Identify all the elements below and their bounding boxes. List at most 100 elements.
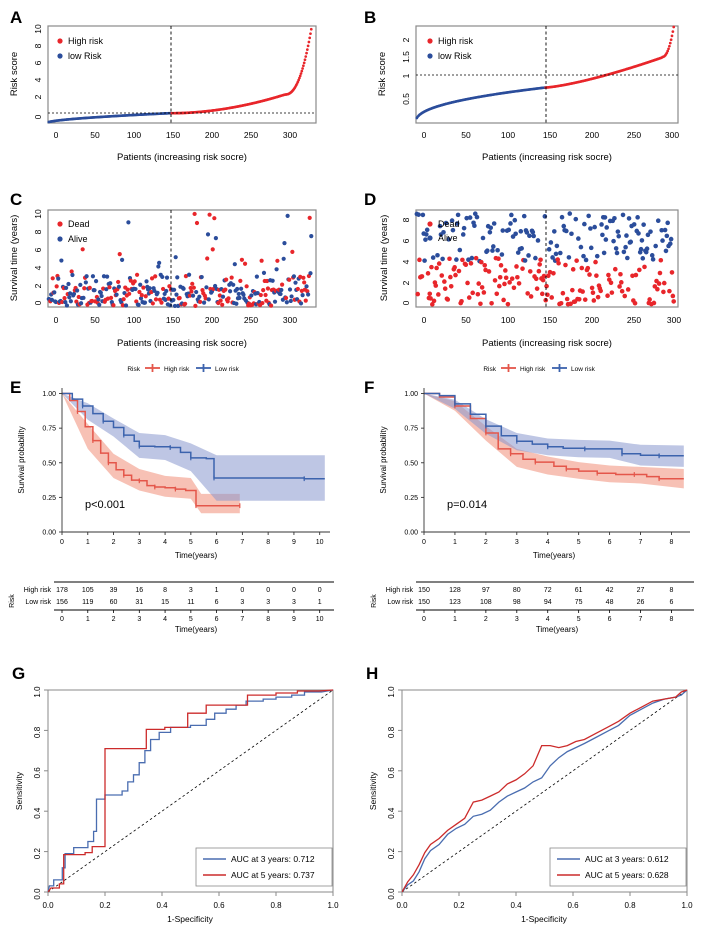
survival-point [186,272,192,277]
x-tick: 200 [585,130,599,140]
x-tick: 1 [453,539,457,546]
panel-label-E: E [10,378,22,397]
survival-point [111,303,116,308]
survival-point [619,280,624,285]
panel-label-B: B [364,8,377,27]
risk-point [308,36,312,40]
survival-point [177,295,182,301]
x-tick: 0.2 [453,901,465,910]
survival-point [665,220,670,226]
panel-A-plot-frame [47,25,317,124]
panel-G-xaxis: 0.0 0.2 0.4 0.6 0.8 1.0 [42,892,339,910]
survival-point [93,278,99,284]
survival-point [291,274,297,279]
risk-table-cell: 6 [669,599,673,606]
risk-table-xlabel: Time(years) [536,625,579,634]
risk-point [305,48,309,51]
survival-point [660,238,665,243]
survival-point [174,292,179,297]
survival-point [525,291,530,296]
risk-table-xlabel: Time(years) [175,625,218,634]
y-tick: 4 [33,265,43,270]
survival-point [533,255,538,261]
y-tick: 0.4 [387,807,396,819]
survival-point [416,212,421,217]
risk-table-cell: 61 [575,587,583,594]
survival-point [244,284,249,289]
x-tick: 0 [54,130,59,140]
panel-H-xaxis: 0.0 0.2 0.4 0.6 0.8 1.0 [396,892,693,910]
survival-point [531,233,536,239]
survival-point [454,257,459,262]
risk-point [303,58,307,62]
risk-table-cell: 39 [110,587,118,594]
survival-point [555,257,561,262]
survival-point [628,239,634,245]
survival-point [592,224,597,230]
survival-point [441,230,446,235]
y-tick: 0.75 [404,426,418,433]
panel-B-plot-frame [415,25,679,124]
survival-point [134,272,140,277]
survival-point [278,291,283,297]
survival-point [123,303,129,308]
risk-table-time-tick: 7 [639,616,643,623]
survival-point [668,236,674,242]
panel-G-ylabel: Sensitivity [14,771,24,810]
survival-point [585,265,591,271]
survival-point [224,277,229,282]
survival-point [631,222,637,227]
risk-table-row-label: Low risk [387,599,413,606]
survival-point [447,256,452,262]
survival-point [144,279,149,284]
survival-point [511,285,517,291]
survival-point [482,262,488,268]
risk-table-time-tick: 4 [163,616,167,623]
survival-point [594,273,599,278]
survival-point [566,255,572,260]
survival-point [465,280,470,286]
survival-point [537,262,542,267]
survival-point [446,237,451,242]
panel-D-xlabel: Patients (increasing risk socre) [482,338,612,349]
survival-point [308,271,313,276]
survival-point [172,303,178,309]
legend-marker-high-risk [427,38,433,44]
risk-table-time-tick: 2 [112,616,116,623]
survival-point [235,286,240,292]
x-tick: 150 [543,315,557,325]
survival-point [459,298,464,304]
survival-point [415,291,421,297]
survival-point [64,303,70,308]
survival-point [152,288,157,293]
survival-point [655,286,660,292]
panel-G-xlabel: 1-Specificity [167,914,214,924]
survival-point [618,271,623,277]
survival-point [167,284,172,289]
survival-point [309,234,314,239]
survival-point [508,221,513,226]
survival-point [480,235,486,241]
legend-label-high-risk: High risk [164,366,190,373]
survival-point [549,295,555,300]
survival-point [527,233,532,239]
survival-point [564,228,569,234]
survival-point [49,297,55,302]
survival-point [563,262,568,268]
y-tick: 0.00 [42,530,56,537]
survival-point [467,215,473,220]
survival-point [81,295,86,300]
risk-table-cell: 0 [318,587,322,594]
risk-table-cell: 156 [56,599,68,606]
survival-point [142,300,148,305]
survival-point [433,283,439,288]
survival-point [650,257,656,262]
survival-point [198,299,203,304]
survival-point [601,250,607,256]
y-tick: 1.5 [401,51,411,63]
survival-point [503,275,509,281]
y-tick: 0.8 [387,726,396,738]
risk-table-cell: 0 [266,587,270,594]
panel-B-points [415,25,676,120]
panel-C-xlabel: Patients (increasing risk socre) [117,338,247,349]
